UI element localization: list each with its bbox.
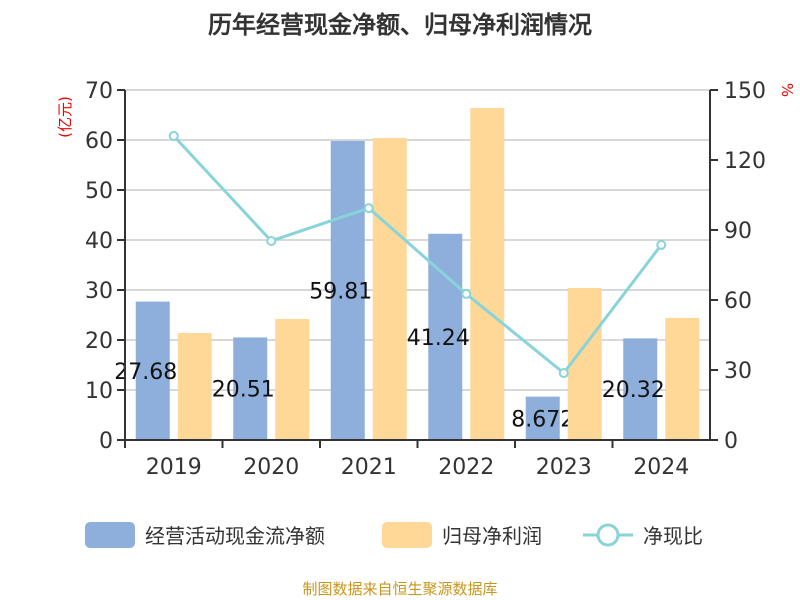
bar-cashflow [428, 233, 463, 440]
legend-label-cashflow: 经营活动现金流净额 [145, 524, 325, 548]
bar-profit [567, 288, 602, 440]
bar-cashflow [330, 140, 365, 440]
y-right-tick-label: 120 [724, 149, 766, 174]
line-ratio [172, 134, 663, 376]
y-left-tick-label: 30 [85, 279, 113, 304]
legend-label-ratio: 净现比 [643, 524, 703, 548]
x-tick-label: 2021 [341, 455, 397, 480]
y-right-tick-label: 150 [724, 79, 766, 104]
bar-cashflow [525, 396, 560, 440]
y-right-label: % [778, 83, 796, 97]
x-tick-label: 2024 [633, 455, 689, 480]
point-ratio [656, 239, 667, 250]
x-tick-label: 2023 [536, 455, 592, 480]
point-ratio [558, 368, 569, 379]
bar-profit [372, 138, 407, 440]
legend: 经营活动现金流净额 归母净利润 净现比 [85, 522, 703, 548]
y-left-tick-label: 20 [85, 329, 113, 354]
x-tick-label: 2020 [243, 455, 299, 480]
y-left-tick-label: 40 [85, 229, 113, 254]
bar-profit [665, 318, 700, 440]
point-ratio [363, 203, 374, 214]
y-right-tick-label: 60 [724, 289, 752, 314]
bar-cashflow [135, 301, 170, 440]
footer-source: 制图数据来自恒生聚源数据库 [302, 580, 497, 598]
point-ratio [266, 235, 277, 246]
y-left-tick-label: 60 [85, 129, 113, 154]
chart-title: 历年经营现金净额、归母净利润情况 [208, 11, 592, 39]
legend-swatch-cashflow [85, 522, 135, 548]
bar-cashflow [623, 338, 658, 440]
y-left-tick-label: 70 [85, 79, 113, 104]
bar-profit [275, 319, 310, 440]
x-tick-label: 2022 [438, 455, 494, 480]
y-right-tick-label: 30 [724, 359, 752, 384]
y-left-tick-label: 0 [99, 429, 113, 454]
x-tick-label: 2019 [146, 455, 202, 480]
y-left-label: (亿元) [56, 96, 74, 138]
legend-label-profit: 归母净利润 [442, 524, 542, 548]
point-ratio [461, 288, 472, 299]
y-left-tick-label: 10 [85, 379, 113, 404]
data-label-cashflow: 8.672 [511, 407, 574, 432]
bar-cashflow [233, 337, 268, 440]
y-right-tick-label: 0 [724, 429, 738, 454]
legend-marker-ratio [596, 523, 620, 547]
y-right-tick-label: 90 [724, 219, 752, 244]
bar-profit [177, 333, 212, 440]
y-left-tick-label: 50 [85, 179, 113, 204]
legend-swatch-profit [382, 522, 432, 548]
bar-profit [470, 108, 505, 440]
point-ratio [168, 130, 179, 141]
